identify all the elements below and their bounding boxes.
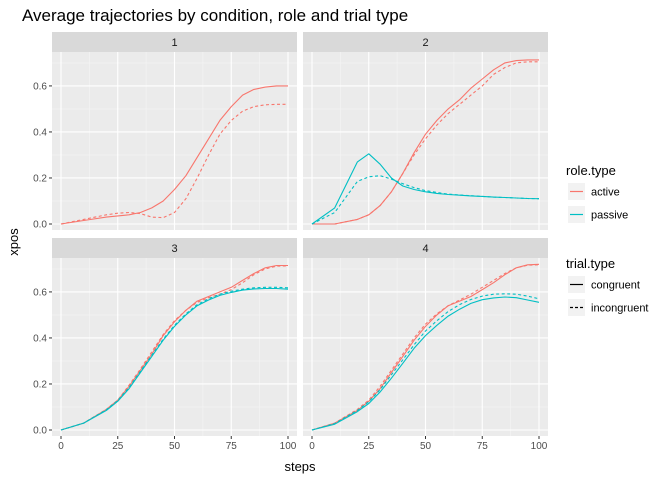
y-axis-title: xpos bbox=[6, 228, 21, 256]
facet-strip-label: 4 bbox=[422, 243, 428, 255]
legend-entry: passive bbox=[568, 206, 628, 223]
legend-role.type: role.type active passive bbox=[566, 163, 628, 223]
series-line-passive-incongruent bbox=[60, 286, 289, 431]
x-tick-label: 0 bbox=[309, 441, 315, 452]
x-tick-label: 75 bbox=[477, 441, 489, 452]
legend-title: role.type bbox=[566, 163, 616, 178]
y-tick-label: 0.6 bbox=[33, 81, 47, 92]
facet-panel-4: 4 bbox=[303, 238, 548, 436]
series-line-active-incongruent bbox=[312, 61, 539, 225]
y-tick-label: 0.0 bbox=[33, 426, 47, 437]
y-tick-label: 0.2 bbox=[33, 379, 47, 390]
x-tick-label: 0 bbox=[58, 441, 64, 452]
facet-strip bbox=[303, 238, 548, 258]
facet-strip bbox=[303, 32, 548, 52]
series-line-passive-incongruent bbox=[311, 175, 540, 225]
x-tick-label: 100 bbox=[531, 441, 548, 452]
series-line-active-incongruent bbox=[311, 264, 540, 431]
facet-strip-label: 1 bbox=[171, 37, 177, 49]
x-tick-label: 100 bbox=[280, 441, 297, 452]
series-line-active-incongruent bbox=[60, 103, 288, 225]
x-tick-label: 50 bbox=[420, 441, 432, 452]
legend-entry: active bbox=[568, 183, 620, 200]
x-axes: 0 25 50 75 100 0 25 50 75 100 bbox=[58, 436, 548, 452]
legend-title: trial.type bbox=[566, 256, 615, 271]
facet-panel-2: 2 bbox=[303, 32, 548, 230]
series-line-active-congruent bbox=[311, 263, 540, 431]
facet-strip bbox=[52, 32, 297, 52]
legend-entry: congruent bbox=[568, 276, 640, 293]
y-tick-label: 0.0 bbox=[33, 220, 47, 231]
legends: role.type active passive trial.type congruen… bbox=[566, 163, 649, 316]
series-line-active-incongruent bbox=[60, 265, 289, 431]
y-tick-label: 0.4 bbox=[33, 127, 47, 138]
y-tick-label: 0.4 bbox=[33, 333, 47, 344]
x-tick-label: 25 bbox=[363, 441, 375, 452]
y-tick-label: 0.6 bbox=[33, 287, 47, 298]
series-line-passive-congruent bbox=[311, 296, 540, 431]
facet-panel-1: 1 bbox=[52, 32, 297, 230]
facet-strip bbox=[52, 238, 297, 258]
series-line-passive-congruent bbox=[60, 287, 289, 431]
y-tick-label: 0.2 bbox=[33, 173, 47, 184]
chart-title: Average trajectories by condition, role … bbox=[22, 6, 408, 25]
legend-label: active bbox=[591, 187, 620, 199]
x-tick-label: 25 bbox=[112, 441, 124, 452]
x-axis-title: steps bbox=[284, 459, 316, 474]
y-axes: 0.0 0.2 0.4 0.6 0.0 0.2 0.4 0.6 bbox=[33, 81, 52, 437]
legend-label: passive bbox=[591, 210, 628, 222]
facet-panels: 1 2 3 4 bbox=[52, 32, 548, 436]
facet-panel-3: 3 bbox=[52, 238, 297, 436]
legend-label: incongruent bbox=[591, 303, 649, 315]
series-line-active-congruent bbox=[60, 85, 288, 225]
facet-strip-label: 3 bbox=[171, 243, 177, 255]
legend-label: congruent bbox=[591, 280, 640, 292]
series-line-active-congruent bbox=[312, 59, 539, 225]
legend-entry: incongruent bbox=[568, 299, 649, 316]
facet-strip-label: 2 bbox=[422, 37, 428, 49]
x-tick-label: 50 bbox=[169, 441, 181, 452]
legend-trial.type: trial.type congruent incongruent bbox=[566, 256, 649, 316]
x-tick-label: 75 bbox=[226, 441, 238, 452]
